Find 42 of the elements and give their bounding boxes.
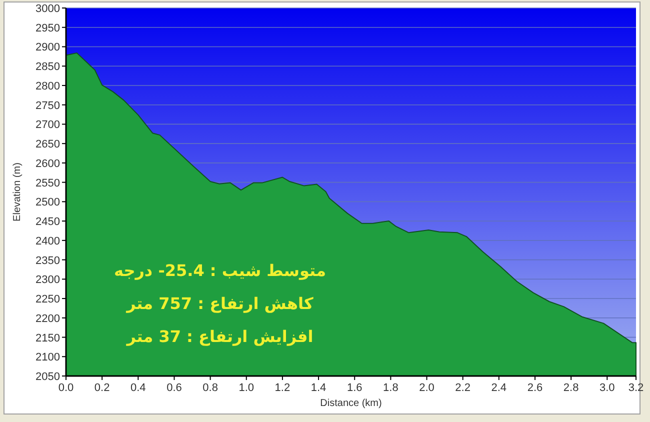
y-tick-label: 2200 (36, 312, 60, 325)
y-tick-label: 2750 (36, 100, 60, 112)
annotation: کاهش ارتفاع : 757 متر (126, 294, 314, 313)
x-tick-label: 0.4 (130, 382, 146, 394)
x-tick-label: 3.2 (628, 382, 644, 394)
annotation: افزایش ارتفاع : 37 متر (126, 327, 314, 346)
y-tick-label: 2850 (36, 61, 60, 74)
y-tick-label: 2550 (36, 177, 60, 190)
x-tick-label: 0.0 (58, 382, 74, 394)
y-axis-title: Elevation (m) (12, 162, 23, 222)
x-axis-title: Distance (km) (320, 398, 382, 409)
x-tick-label: 2.4 (491, 382, 507, 394)
x-tick-label: 2.8 (563, 382, 579, 394)
y-tick-label: 2500 (36, 196, 60, 209)
x-tick-label: 1.2 (274, 382, 290, 394)
x-tick-label: 2.2 (455, 382, 470, 394)
y-tick-label: 2700 (36, 119, 60, 132)
y-tick-label: 2050 (36, 371, 60, 383)
y-tick-label: 2800 (36, 80, 60, 92)
y-tick-label: 2450 (36, 216, 60, 228)
y-tick-label: 3000 (36, 3, 60, 15)
y-tick-label: 2250 (36, 294, 60, 306)
x-tick-label: 2.0 (419, 382, 434, 394)
x-tick-label: 2.6 (527, 382, 543, 394)
y-tick-label: 2650 (36, 138, 60, 151)
y-tick-label: 2150 (36, 332, 60, 344)
y-tick-label: 2100 (36, 352, 60, 364)
x-tick-label: 0.6 (166, 382, 182, 394)
y-tick-label: 2900 (36, 42, 60, 54)
x-tick-label: 1.6 (346, 382, 362, 394)
x-tick-label: 0.8 (202, 382, 218, 394)
y-tick-label: 2300 (36, 274, 60, 286)
y-tick-label: 2350 (36, 254, 60, 267)
annotation: متوسط شیب : 25.4- درجه (114, 261, 326, 280)
x-tick-label: 1.0 (238, 382, 254, 394)
x-tick-label: 1.8 (383, 382, 398, 394)
y-tick-label: 2400 (36, 235, 60, 248)
x-tick-label: 0.2 (94, 382, 110, 394)
y-tick-label: 2950 (36, 22, 60, 34)
x-tick-label: 3.0 (599, 382, 615, 394)
y-tick-label: 2600 (36, 158, 60, 170)
x-tick-label: 1.4 (310, 382, 326, 394)
